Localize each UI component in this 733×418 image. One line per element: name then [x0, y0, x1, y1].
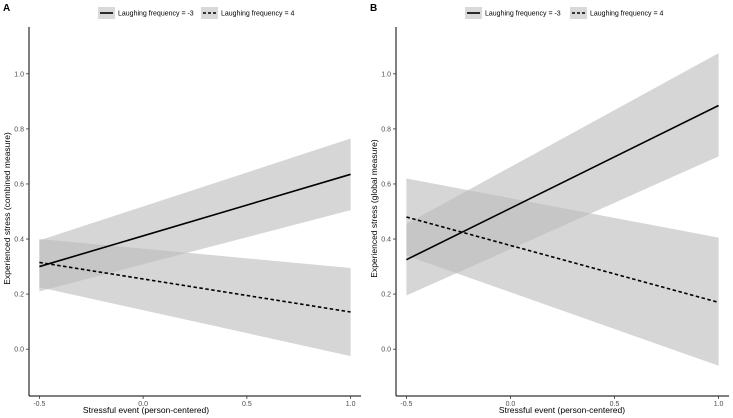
y-tick-label: 0.8 — [381, 126, 391, 133]
x-axis-title: Stressful event (person-centered) — [83, 405, 209, 415]
ci-ribbon-laughing-4 — [406, 178, 719, 366]
panel-a: A 0.0 0.2 0.4 0.6 0.8 1.0 -0.5 0.0 0.5 1.0 Stressfu… — [2, 3, 361, 415]
legend-label-laughing-4: Laughing frequency = 4 — [221, 11, 294, 18]
x-axis-title: Stressful event (person-centered) — [499, 405, 625, 415]
x-tick-label: -0.5 — [400, 401, 412, 408]
y-tick-label: 0.0 — [14, 347, 24, 354]
y-axis-title: Experienced stress (combined measure) — [2, 132, 12, 285]
y-axis-title: Experienced stress (global measure) — [369, 139, 379, 278]
y-tick-label: 1.0 — [381, 71, 391, 78]
series-line-laughing-neg3 — [39, 173, 351, 268]
panel-b: B 0.0 0.2 0.4 0.6 0.8 1.0 -0.5 0.0 0.5 1.0 Stressfu… — [369, 3, 729, 415]
ci-ribbon-laughing-4 — [39, 239, 351, 357]
y-tick-label: 0.4 — [381, 237, 391, 244]
x-tick-label: 0.5 — [610, 401, 620, 408]
x-tick-label: 1.0 — [714, 401, 724, 408]
legend-label-laughing-4: Laughing frequency = 4 — [590, 11, 663, 18]
y-tick-label: 0.4 — [14, 237, 24, 244]
x-tick-label: 0.5 — [242, 401, 252, 408]
y-tick-label: 0.2 — [14, 292, 24, 299]
y-tick-label: 0.8 — [14, 126, 24, 133]
series-line-laughing-neg3 — [406, 104, 719, 261]
y-tick-label: 0.2 — [381, 292, 391, 299]
panel-letter: A — [3, 3, 10, 14]
y-tick-label: 0.6 — [381, 181, 391, 188]
legend-label-laughing-neg3: Laughing frequency = -3 — [118, 11, 194, 18]
y-tick-label: 0.6 — [14, 181, 24, 188]
series-line-laughing-4 — [39, 261, 351, 313]
y-tick-label: 0.0 — [381, 347, 391, 354]
x-tick-label: 0.0 — [138, 401, 148, 408]
y-tick-label: 1.0 — [14, 71, 24, 78]
legend-label-laughing-neg3: Laughing frequency = -3 — [485, 11, 561, 18]
x-tick-label: 0.0 — [506, 401, 516, 408]
x-tick-label: 1.0 — [346, 401, 356, 408]
panel-letter: B — [370, 3, 377, 14]
x-tick-label: -0.5 — [33, 401, 45, 408]
